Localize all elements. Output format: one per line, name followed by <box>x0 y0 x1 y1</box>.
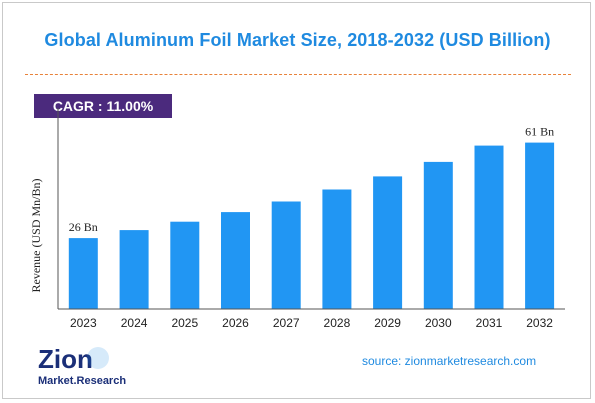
bar-2032 <box>525 142 555 309</box>
x-tick-2025: 2025 <box>171 316 198 330</box>
logo-wordmark: Zion <box>38 344 93 374</box>
labels-group: 26 Bn 61 Bn <box>69 125 554 235</box>
x-tick-2030: 2030 <box>425 316 452 330</box>
data-label-2023: 26 Bn <box>69 220 98 234</box>
x-tick-2026: 2026 <box>222 316 249 330</box>
bar-2030 <box>423 161 453 309</box>
y-axis-label: Revenue (USD Mn/Bn) <box>29 179 43 293</box>
data-label-2032: 61 Bn <box>525 125 554 139</box>
x-tick-2024: 2024 <box>121 316 148 330</box>
bar-2027 <box>271 201 301 309</box>
bar-2025 <box>170 221 200 309</box>
logo-subtext: Market.Research <box>38 375 126 387</box>
x-tick-2029: 2029 <box>374 316 401 330</box>
bar-2031 <box>474 145 504 309</box>
bars-group <box>68 142 555 309</box>
bar-2026 <box>221 212 250 309</box>
x-tick-2023: 2023 <box>70 316 97 330</box>
title-divider <box>25 74 571 75</box>
x-tick-2027: 2027 <box>273 316 300 330</box>
bar-2029 <box>373 176 403 309</box>
source-credit: source: zionmarketresearch.com <box>362 354 537 368</box>
logo-o-mark <box>87 347 109 369</box>
chart-title: Global Aluminum Foil Market Size, 2018-2… <box>44 30 551 50</box>
bar-2024 <box>119 230 149 309</box>
cagr-badge: CAGR : 11.00% <box>34 94 172 118</box>
x-tick-labels: 2023 2024 2025 2026 2027 2028 2029 2030 2031 2032 <box>70 316 553 330</box>
zion-logo: Zion Market.Research <box>38 344 126 387</box>
x-tick-2028: 2028 <box>324 316 351 330</box>
x-tick-2032: 2032 <box>526 316 553 330</box>
bar-2023 <box>68 238 98 309</box>
bar-2028 <box>322 189 352 309</box>
x-tick-2031: 2031 <box>476 316 503 330</box>
